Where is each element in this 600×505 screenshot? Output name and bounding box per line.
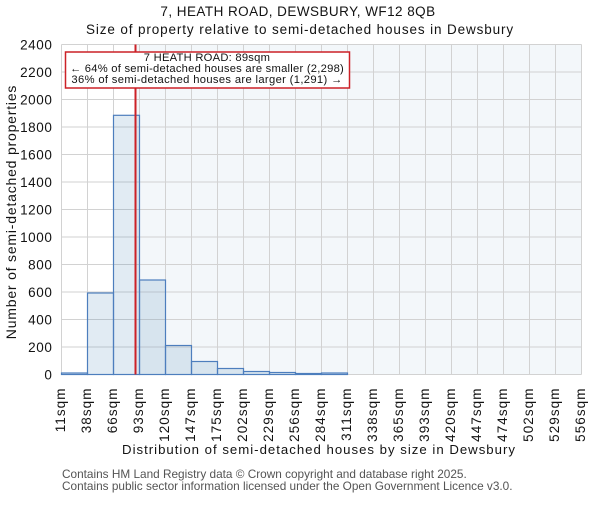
svg-text:311sqm: 311sqm [339, 388, 354, 441]
svg-text:1200: 1200 [20, 203, 52, 218]
svg-text:2400: 2400 [20, 38, 52, 53]
svg-text:502sqm: 502sqm [521, 388, 536, 442]
svg-text:229sqm: 229sqm [261, 388, 276, 442]
svg-text:175sqm: 175sqm [209, 388, 224, 442]
svg-text:474sqm: 474sqm [495, 388, 510, 442]
svg-text:529sqm: 529sqm [547, 388, 562, 442]
svg-text:0: 0 [44, 368, 52, 383]
svg-text:365sqm: 365sqm [391, 388, 406, 442]
svg-text:1000: 1000 [20, 230, 52, 245]
svg-text:1600: 1600 [20, 148, 52, 163]
svg-text:1400: 1400 [20, 175, 52, 190]
svg-text:7, HEATH ROAD, DEWSBURY, WF12: 7, HEATH ROAD, DEWSBURY, WF12 8QB [160, 4, 435, 19]
svg-text:420sqm: 420sqm [443, 388, 458, 442]
svg-text:Contains public sector informa: Contains public sector information licen… [62, 479, 513, 493]
svg-text:284sqm: 284sqm [313, 388, 328, 442]
svg-text:200: 200 [28, 340, 52, 355]
svg-text:120sqm: 120sqm [157, 388, 172, 442]
svg-text:Distribution of semi-detached: Distribution of semi-detached houses by … [122, 442, 516, 457]
svg-text:11sqm: 11sqm [53, 388, 68, 433]
svg-text:2200: 2200 [20, 65, 52, 80]
svg-text:7 HEATH ROAD: 89sqm: 7 HEATH ROAD: 89sqm [144, 52, 270, 64]
svg-text:400: 400 [28, 313, 52, 328]
svg-text:Contains HM Land Registry data: Contains HM Land Registry data © Crown c… [62, 467, 467, 481]
svg-text:147sqm: 147sqm [183, 388, 198, 442]
svg-text:Number of semi-detached proper: Number of semi-detached properties [3, 85, 19, 339]
svg-text:338sqm: 338sqm [365, 388, 380, 442]
svg-text:556sqm: 556sqm [573, 388, 588, 442]
svg-text:← 64% of semi-detached houses: ← 64% of semi-detached houses are smalle… [70, 63, 344, 75]
svg-text:447sqm: 447sqm [469, 388, 484, 442]
svg-text:93sqm: 93sqm [131, 388, 146, 434]
svg-text:393sqm: 393sqm [417, 388, 432, 442]
svg-text:202sqm: 202sqm [235, 388, 250, 442]
svg-text:2000: 2000 [20, 93, 52, 108]
svg-text:1800: 1800 [20, 120, 52, 135]
svg-text:38sqm: 38sqm [79, 388, 94, 434]
svg-text:256sqm: 256sqm [287, 388, 302, 442]
svg-text:66sqm: 66sqm [105, 388, 120, 434]
svg-text:800: 800 [28, 258, 52, 273]
svg-text:36% of semi-detached houses ar: 36% of semi-detached houses are larger (… [71, 74, 342, 86]
svg-text:600: 600 [28, 285, 52, 300]
svg-text:Size of property relative to s: Size of property relative to semi-detach… [86, 22, 514, 37]
